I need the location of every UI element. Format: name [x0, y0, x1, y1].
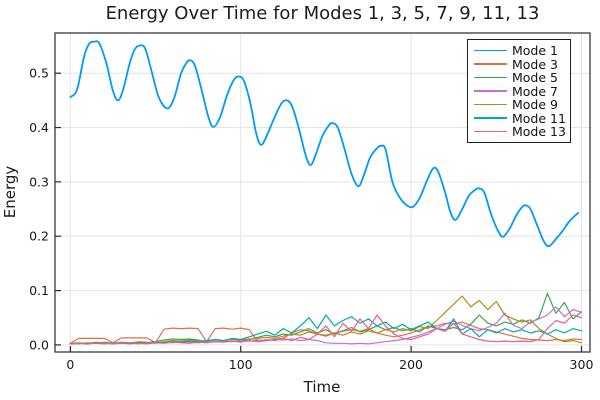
legend-line-sample-icon: [474, 90, 507, 92]
x-tick-label: 300: [570, 357, 594, 372]
x-tick-label: 0: [66, 357, 74, 372]
legend-label: Mode 11: [512, 110, 566, 126]
legend-label: Mode 1: [512, 43, 558, 58]
legend-line-sample-icon: [474, 130, 507, 133]
y-axis-label: Energy: [1, 166, 19, 219]
legend-line-sample-icon: [474, 49, 507, 52]
legend-line-sample-icon: [474, 76, 507, 79]
legend-item-mode-11: Mode 11: [474, 112, 568, 125]
legend-label: Mode 5: [512, 70, 558, 85]
series-line-mode-9: [69, 295, 583, 344]
legend-item-mode-5: Mode 5: [474, 71, 568, 84]
y-tick-label: 0.5: [29, 66, 49, 81]
y-tick-label: 0.2: [29, 229, 49, 244]
legend-label: Mode 7: [512, 83, 558, 99]
legend-item-mode-13: Mode 13: [474, 125, 568, 138]
legend-label: Mode 3: [512, 56, 558, 72]
legend-line-sample-icon: [474, 117, 507, 119]
legend-item-mode-7: Mode 7: [474, 85, 568, 98]
legend-line-sample-icon: [474, 103, 507, 106]
x-tick-label: 100: [229, 357, 253, 372]
legend-label: Mode 9: [512, 97, 558, 112]
legend-item-mode-9: Mode 9: [474, 98, 568, 111]
y-tick-label: 0.3: [29, 174, 49, 189]
series-line-mode-13: [69, 314, 583, 345]
series-line-mode-3: [69, 321, 583, 344]
legend-item-mode-1: Mode 1: [474, 44, 568, 57]
plot-frame: [54, 32, 591, 353]
legend-label: Mode 13: [512, 124, 566, 139]
y-tick-label: 0.4: [29, 120, 49, 135]
legend: Mode 1 Mode 3 Mode 5 Mode 7 Mode 9 Mode 11 Mod…: [467, 39, 571, 143]
y-tick-label: 0.0: [29, 337, 49, 352]
legend-line-sample-icon: [474, 63, 507, 65]
series-line-mode-1: [69, 40, 579, 247]
legend-item-mode-3: Mode 3: [474, 58, 568, 71]
x-axis-label: Time: [303, 378, 341, 396]
x-tick-label: 200: [399, 357, 423, 372]
chart-title: Energy Over Time for Modes 1, 3, 5, 7, 9…: [105, 3, 540, 24]
y-tick-label: 0.1: [29, 283, 49, 298]
